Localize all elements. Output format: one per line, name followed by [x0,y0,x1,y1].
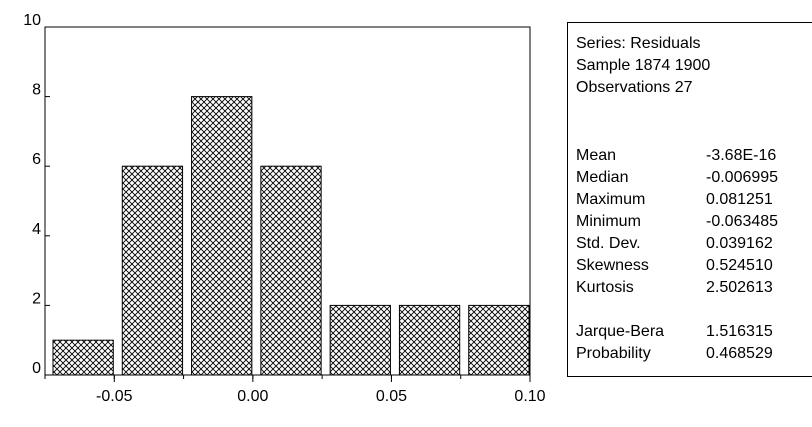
histogram-bar [468,304,530,376]
histogram-bar [121,165,184,376]
stat-label: Probability [576,345,651,362]
statistics-panel: Series: Residuals Sample 1874 1900 Obser… [567,22,812,377]
stat-value: 0.468529 [706,345,773,362]
y-tick-label: 8 [32,82,41,99]
stat-row: Jarque-Bera 1.516315 [568,321,812,343]
y-tick-label: 0 [32,360,41,377]
stat-row: Maximum 0.081251 [568,189,812,211]
stat-value: -0.063485 [706,213,779,230]
histogram-bar [191,96,253,376]
stat-label: Kurtosis [576,279,634,296]
y-tick-label: 6 [32,151,41,168]
stat-row: Std. Dev. 0.039162 [568,233,812,255]
y-tick-label: 2 [32,290,41,307]
stat-value: 0.081251 [706,191,773,208]
x-tick-label: -0.05 [96,388,133,405]
stat-label: Minimum [576,213,641,230]
stat-row: Mean -3.68E-16 [568,145,812,167]
stat-row: Probability 0.468529 [568,343,812,365]
stat-row: Kurtosis 2.502613 [568,277,812,299]
stat-label: Mean [576,147,617,164]
series-name: Series: Residuals [576,35,701,52]
stat-value: -3.68E-16 [706,147,777,164]
stat-value: 0.524510 [706,257,773,274]
x-tick-label: 0.05 [376,388,407,405]
stat-row: Minimum -0.063485 [568,211,812,233]
stat-value: 1.516315 [706,323,773,340]
x-tick-label: 0.10 [514,388,545,405]
histogram-chart: 0 2 4 6 8 10 -0.05 0.00 0.05 0.10 [23,12,545,405]
statistics-header: Series: Residuals Sample 1874 1900 Obser… [576,33,710,99]
histogram-bar [398,304,461,376]
y-tick-label: 4 [32,221,41,238]
stat-label: Skewness [576,257,649,274]
histogram-bar [52,339,114,376]
histogram-bar [329,304,391,376]
stat-label: Median [576,169,629,186]
stat-row: Skewness 0.524510 [568,255,812,277]
stat-label: Std. Dev. [576,235,641,252]
stat-value: 2.502613 [706,279,773,296]
stat-value: -0.006995 [706,169,779,186]
x-tick-label: 0.00 [237,388,268,405]
sample-range: Sample 1874 1900 [576,57,711,74]
stat-row: Median -0.006995 [568,167,812,189]
stat-value: 0.039162 [706,235,773,252]
stat-label: Jarque-Bera [576,323,665,340]
stat-label: Maximum [576,191,646,208]
observations-count: Observations 27 [576,79,693,96]
histogram-bar [260,165,322,376]
y-tick-label: 10 [23,12,41,29]
